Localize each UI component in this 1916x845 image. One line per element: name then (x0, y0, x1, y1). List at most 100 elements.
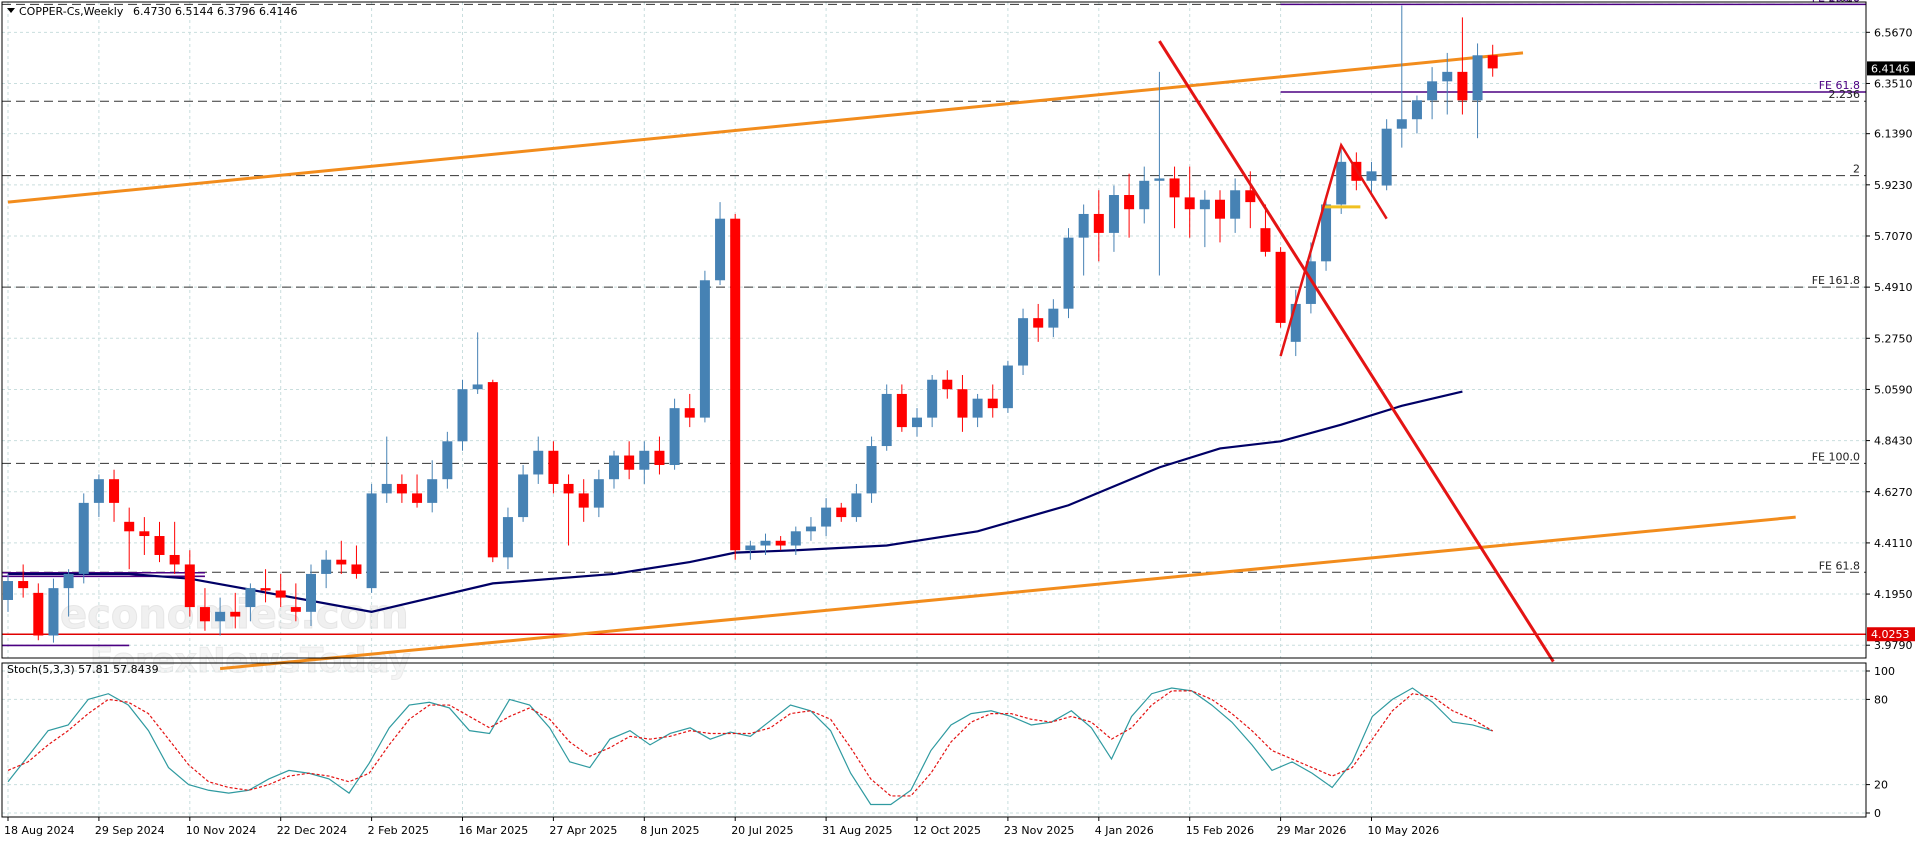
level-label: FE 161.8 (1812, 274, 1860, 287)
x-tick-label: 12 Oct 2025 (913, 824, 981, 837)
y-tick-label: 5.2750 (1874, 332, 1913, 345)
candle (184, 550, 195, 617)
candle (93, 474, 104, 518)
candle-body (472, 384, 483, 390)
candle-body (1321, 204, 1332, 262)
candle-body (215, 611, 226, 622)
candle (730, 213, 741, 560)
candle (472, 332, 483, 394)
stoch-y-tick-label: 100 (1874, 665, 1895, 678)
candle-body (502, 517, 513, 558)
stoch-pane-border (1, 662, 1867, 818)
candle-body (18, 581, 29, 589)
candle-body (1124, 195, 1135, 210)
x-tick-label: 16 Mar 2025 (459, 824, 529, 837)
candle-body (866, 446, 877, 494)
candle (245, 583, 256, 622)
candle (306, 564, 316, 627)
candle-body (1336, 161, 1347, 205)
candle (836, 502, 847, 522)
candle-body (260, 588, 271, 591)
y-tick-label: 4.6270 (1874, 486, 1913, 499)
x-tick-label: 27 Apr 2025 (549, 824, 617, 837)
candle (715, 202, 726, 286)
level-label: 2 (1853, 163, 1860, 176)
candle-body (1033, 318, 1044, 328)
stoch-y-tick-label: 0 (1874, 807, 1881, 820)
candle (881, 384, 892, 451)
moving-average (8, 390, 1463, 613)
candle-body (290, 607, 301, 612)
candle-body (306, 573, 316, 612)
price-tag-bg (1867, 627, 1915, 642)
candle (669, 398, 680, 470)
y-tick-label: 4.8430 (1874, 435, 1913, 448)
candle-body (1275, 251, 1286, 323)
price-tag-label: 6.4146 (1871, 62, 1910, 75)
candle-body (896, 393, 907, 428)
candle (336, 540, 347, 574)
y-tick-label: 5.7070 (1874, 230, 1913, 243)
stoch-axis: 100 80 20 0 (1866, 665, 1895, 820)
candle (927, 374, 938, 428)
candle (18, 564, 29, 598)
candle-body (1063, 237, 1074, 309)
symbol-label: COPPER-Cs,Weekly (19, 5, 124, 18)
candle-body (1305, 261, 1316, 304)
candle-body (1048, 308, 1059, 328)
candle (866, 436, 877, 503)
candle (518, 464, 529, 522)
candle-body (487, 382, 498, 558)
candle-body (381, 483, 392, 494)
y-tick-label: 6.1390 (1874, 128, 1913, 141)
candle-body (760, 540, 771, 546)
candle (1457, 17, 1468, 115)
candle (502, 507, 513, 570)
candle (821, 498, 832, 537)
candle-body (987, 398, 998, 409)
candle-body (442, 441, 453, 480)
candle (1215, 190, 1225, 243)
candle (987, 384, 998, 418)
candles (3, 5, 1498, 643)
candle-body (699, 280, 710, 418)
x-tick-label: 8 Jun 2025 (640, 824, 699, 837)
candle (396, 474, 407, 503)
candle-body (775, 540, 786, 546)
candle-body (563, 483, 574, 494)
candle-body (336, 559, 347, 565)
candle-body (1260, 228, 1271, 252)
candle-body (1427, 81, 1438, 101)
candle (321, 550, 332, 589)
candle (654, 436, 665, 475)
candle (1366, 161, 1377, 196)
candle (78, 493, 89, 584)
candle (1411, 95, 1422, 134)
candle (775, 536, 786, 551)
candle (427, 460, 438, 513)
trend-line (1158, 40, 1555, 663)
candle-body (593, 479, 604, 508)
candle-body (548, 450, 559, 484)
candle (609, 450, 619, 489)
candle-body (1154, 178, 1165, 181)
candle-body (1396, 119, 1407, 129)
y-tick-label: 6.3510 (1874, 77, 1913, 90)
y-tick-label: 5.9230 (1874, 179, 1913, 192)
candle-body (518, 474, 529, 518)
y-tick-label: 4.4110 (1874, 537, 1913, 550)
candle (1048, 299, 1059, 338)
candle (351, 545, 362, 579)
candle (1154, 71, 1165, 276)
price-pane-border (1, 1, 1867, 659)
dropdown-triangle-icon[interactable] (7, 8, 15, 13)
candle-body (457, 389, 468, 442)
candle (1018, 308, 1029, 375)
trend-line (1279, 142, 1388, 357)
candle-body (1230, 190, 1241, 219)
candle (639, 441, 650, 484)
candle-body (1093, 213, 1104, 233)
candle (1169, 166, 1180, 229)
candle-body (821, 507, 832, 527)
